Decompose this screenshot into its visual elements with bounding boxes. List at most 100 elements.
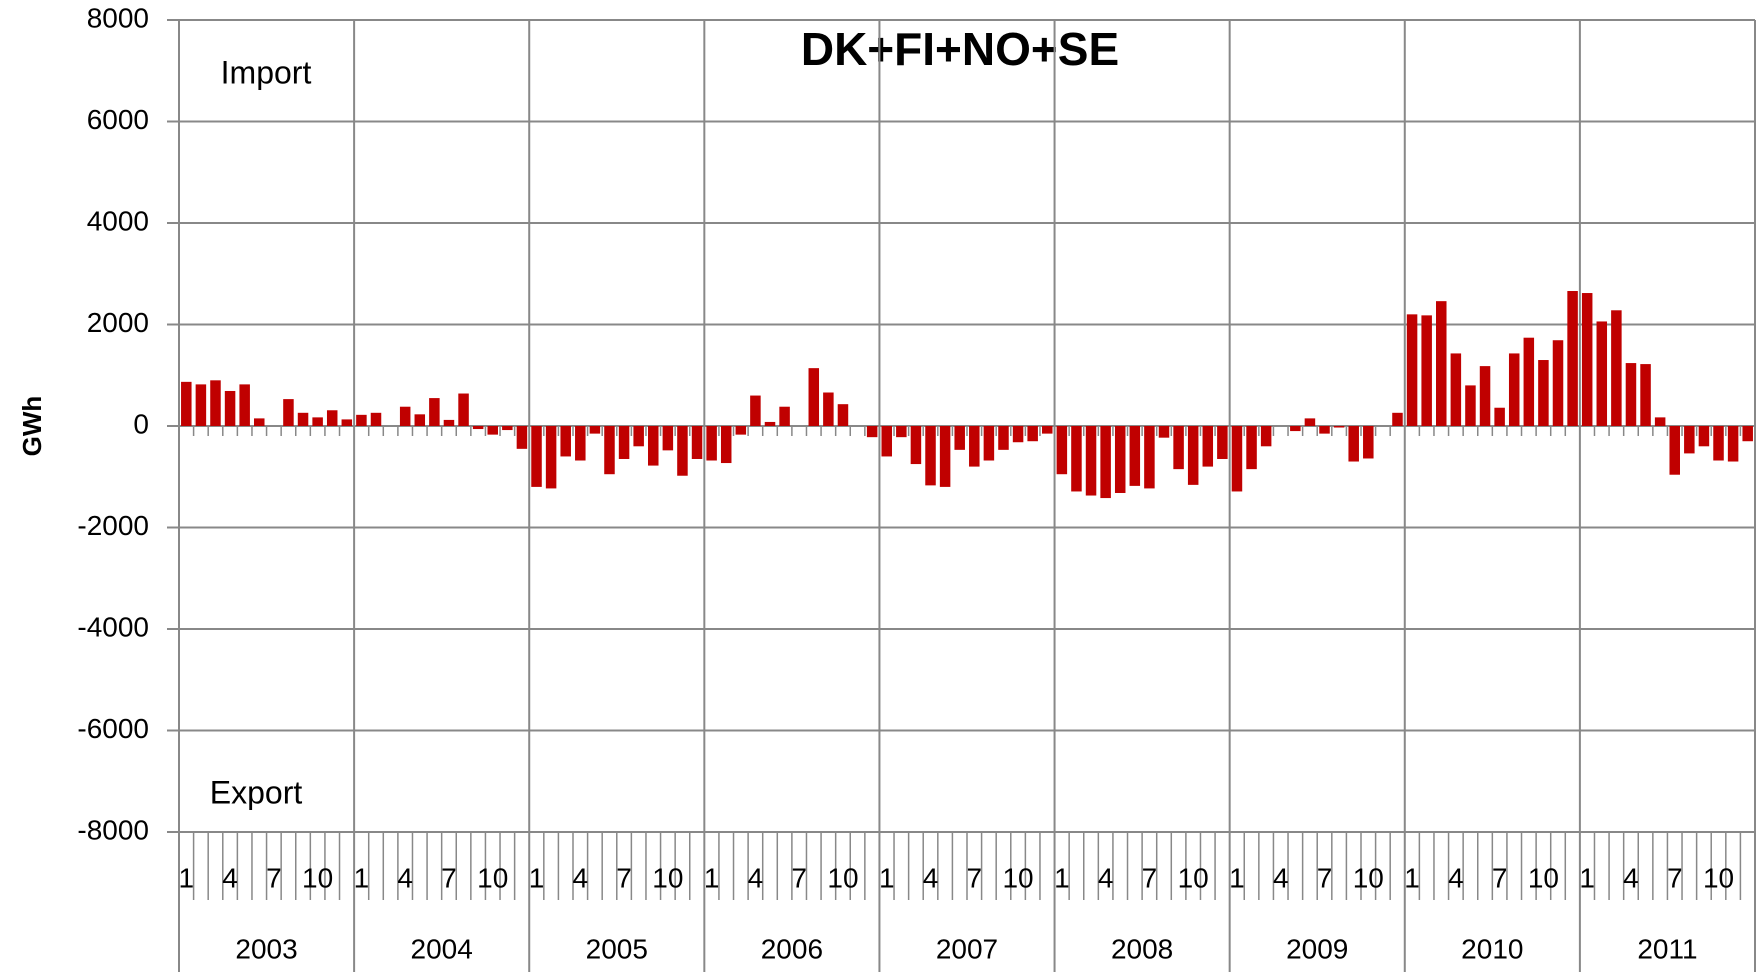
- bar: [1611, 310, 1622, 426]
- bar: [604, 426, 615, 475]
- x-tick-label: 7: [616, 862, 632, 893]
- x-tick-label: 7: [1492, 862, 1508, 893]
- x-tick-label: 7: [967, 862, 983, 893]
- x-tick-label: 10: [1703, 862, 1734, 893]
- bar: [1304, 418, 1316, 426]
- bar: [939, 426, 951, 487]
- bar: [1421, 315, 1432, 426]
- bar: [283, 399, 294, 426]
- bar: [648, 426, 659, 466]
- bar: [1684, 426, 1695, 454]
- bar: [910, 426, 922, 465]
- bar: [983, 426, 995, 461]
- bar: [1713, 426, 1724, 461]
- bar: [1538, 360, 1549, 426]
- y-tick-label: 0: [133, 408, 149, 439]
- year-label: 2006: [761, 933, 823, 964]
- bar: [1625, 363, 1637, 426]
- x-tick-label: 1: [1054, 862, 1070, 893]
- bar: [210, 380, 221, 426]
- x-tick-label: 1: [179, 862, 195, 893]
- bar: [633, 426, 644, 447]
- chart-title: DK+FI+NO+SE: [801, 23, 1119, 75]
- y-tick-label: 8000: [87, 2, 149, 33]
- bar: [866, 426, 878, 438]
- bar: [502, 426, 513, 431]
- bar: [1173, 426, 1184, 470]
- x-tick-label: 4: [222, 862, 238, 893]
- year-label: 2004: [411, 933, 473, 964]
- bar: [1231, 426, 1243, 492]
- bar: [1436, 301, 1447, 426]
- bar: [998, 426, 1009, 450]
- x-tick-label: 1: [1229, 862, 1245, 893]
- bar: [779, 406, 790, 426]
- bar: [1290, 426, 1301, 432]
- bar: [808, 368, 820, 426]
- x-tick-label: 4: [748, 862, 764, 893]
- bar: [545, 426, 557, 489]
- x-tick-label: 1: [1404, 862, 1420, 893]
- bar: [1727, 426, 1739, 462]
- bar: [1392, 412, 1403, 426]
- bar: [677, 426, 688, 476]
- bar: [356, 414, 367, 426]
- bar: [195, 384, 207, 426]
- bar: [1042, 426, 1053, 434]
- bar: [429, 398, 440, 426]
- y-tick-label: -8000: [77, 814, 149, 845]
- bar: [326, 410, 338, 426]
- bar: [1479, 366, 1491, 426]
- bar: [472, 426, 484, 430]
- bar: [1348, 426, 1359, 462]
- x-tick-label: 4: [1098, 862, 1114, 893]
- bar: [837, 404, 849, 426]
- x-tick-label: 7: [441, 862, 457, 893]
- bar: [1100, 426, 1111, 499]
- y-tick-label: -4000: [77, 611, 149, 642]
- bar: [1027, 426, 1038, 442]
- x-tick-label: 10: [652, 862, 683, 893]
- x-tick-label: 4: [397, 862, 413, 893]
- bar: [1742, 426, 1753, 442]
- x-tick-label: 10: [302, 862, 333, 893]
- bar: [1698, 426, 1710, 447]
- bar: [1567, 291, 1578, 426]
- bar: [764, 421, 776, 426]
- bar: [896, 426, 907, 438]
- bar: [750, 395, 761, 426]
- bar: [1508, 353, 1520, 426]
- bar: [925, 426, 936, 486]
- year-label: 2009: [1286, 933, 1348, 964]
- x-tick-label: 1: [879, 862, 895, 893]
- x-tick-label: 4: [573, 862, 589, 893]
- bar: [516, 426, 528, 449]
- bar: [370, 412, 382, 426]
- bar: [618, 426, 630, 459]
- bar: [1406, 314, 1418, 426]
- x-tick-label: 1: [1579, 862, 1595, 893]
- bar: [1114, 426, 1126, 493]
- y-tick-label: 2000: [87, 307, 149, 338]
- bar: [341, 419, 353, 426]
- bar: [1319, 426, 1330, 434]
- bar: [1129, 426, 1141, 486]
- bar: [954, 426, 965, 450]
- bar: [881, 426, 892, 457]
- year-label: 2005: [586, 933, 648, 964]
- bar: [531, 426, 542, 487]
- bar: [239, 384, 250, 426]
- bar: [181, 381, 192, 426]
- x-tick-label: 1: [529, 862, 545, 893]
- bar: [1552, 340, 1564, 426]
- x-tick-label: 10: [1528, 862, 1559, 893]
- x-tick-label: 7: [1667, 862, 1683, 893]
- x-tick-label: 10: [1002, 862, 1033, 893]
- bar: [969, 426, 980, 467]
- bar: [1217, 426, 1228, 459]
- bar: [1056, 426, 1068, 475]
- bar: [443, 419, 455, 426]
- year-label: 2010: [1461, 933, 1523, 964]
- bar: [1202, 426, 1214, 467]
